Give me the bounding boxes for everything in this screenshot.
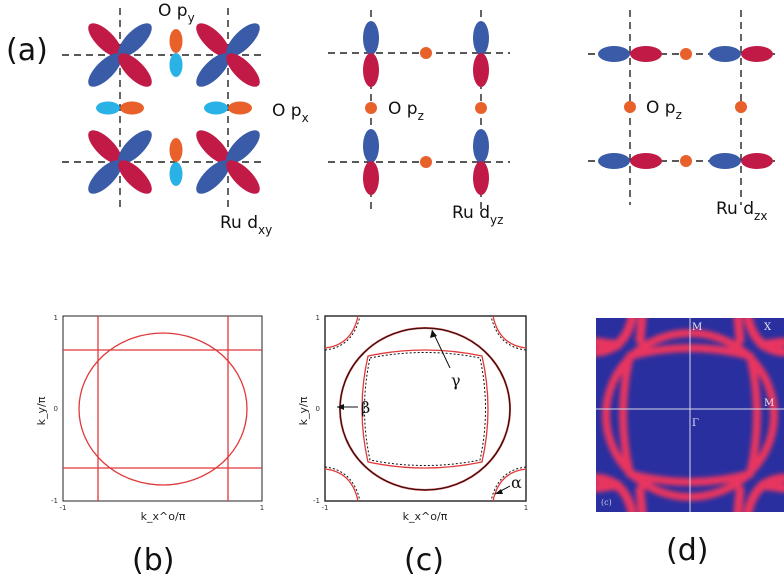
label-Gamma: Γ [692,418,699,429]
panel-label-d: (d) [666,533,708,568]
op-z-orbital [680,48,692,60]
op-z-label: O pz [388,99,424,123]
alpha-pocket [324,468,359,502]
tick-label: -1 [322,504,329,512]
dzx-diagram: O pz Ru dzx [588,10,778,223]
dxy-orbital [196,130,260,194]
ru-dzx-label: Ru dzx [716,199,767,223]
op-z-label: O pz [646,98,682,122]
beta-surface [361,349,489,469]
tick-label: -1 [60,504,67,512]
label-corner: (c) [601,498,612,507]
dxy-orbital [88,23,152,87]
dzx-orbital [598,46,662,62]
plot-frame [62,315,263,502]
op-x-label: O px [272,101,309,125]
panel-c: γ β α 1 0 -1 -1 1 k_y/π k_x^o/π (c) [297,314,528,578]
dzx-orbital [598,153,662,169]
alpha-pocket [492,468,527,502]
plot-frame [324,315,527,502]
panel-label-a: (a) [6,33,48,68]
dxy-orbital [88,130,152,194]
gamma-label: γ [451,371,461,390]
tick-label: 1 [524,504,528,512]
beta-label: β [361,398,370,417]
label-M-right: M [764,398,774,409]
panel-label-b: (b) [132,543,174,578]
op-z-orbital [475,102,487,114]
tick-label: -1 [51,497,58,505]
tick-label: 1 [316,314,320,322]
panel-a: (a) [6,1,778,237]
alpha-pocket [324,315,359,349]
ru-dxy-label: Ru dxy [220,213,272,237]
dxy-diagram: O py O px Ru dxy [62,1,309,237]
ru-dyz-label: Ru dyz [452,203,503,227]
x-axis-label: k_x^o/π [141,510,186,523]
label-X: X [764,322,772,333]
y-axis-label: k_y/π [297,396,310,425]
op-y-orbital [169,138,183,186]
op-z-orbital [624,101,636,113]
op-z-orbital [420,47,432,59]
y-axis-label: k_y/π [35,396,48,425]
alpha-label: α [511,473,522,492]
label-M-top: M [692,322,702,333]
tick-label: 1 [54,314,58,322]
panel-b: 1 0 -1 -1 1 k_y/π k_x^o/π (b) [35,314,264,578]
op-y-orbital [169,29,183,77]
tick-label: 0 [54,405,58,413]
op-z-orbital [735,101,747,113]
x-axis-label: k_x^o/π [403,510,448,523]
op-x-orbital [96,101,144,115]
panel-label-c: (c) [404,543,444,578]
dyz-orbital [363,129,379,195]
panel-d: M X Γ M (c) (d) [596,318,784,568]
op-x-orbital [204,101,252,115]
alpha-pocket [492,315,527,349]
tick-label: 1 [260,504,264,512]
dyz-orbital [473,129,489,195]
op-z-orbital [420,156,432,168]
fs-circle [78,332,248,486]
dzx-orbital [709,153,773,169]
dzx-orbital [709,46,773,62]
op-z-orbital [680,155,692,167]
tick-label: 0 [316,405,320,413]
op-z-orbital [365,102,377,114]
tick-label: -1 [313,497,320,505]
dyz-orbital [473,21,489,87]
dxy-orbital [196,23,260,87]
dyz-diagram: O pz Ru dyz [328,10,510,227]
dyz-orbital [363,21,379,87]
op-y-label: O py [158,1,195,25]
